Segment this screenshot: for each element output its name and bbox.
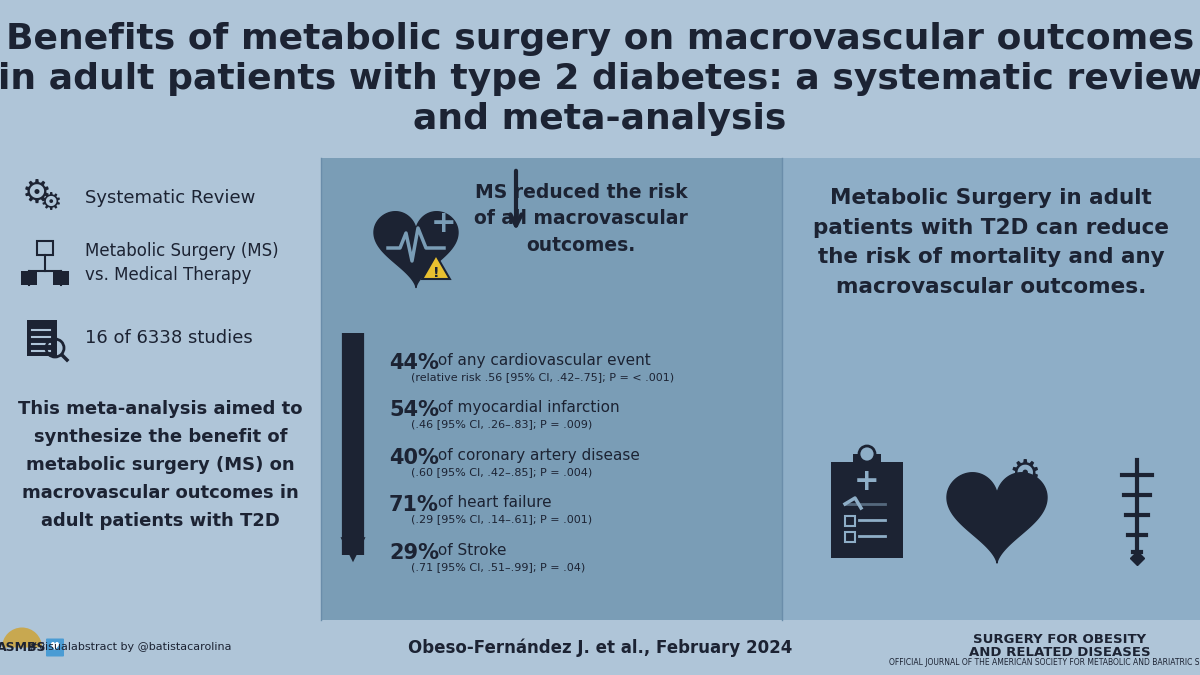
FancyBboxPatch shape bbox=[322, 158, 782, 620]
Text: 40%: 40% bbox=[389, 448, 439, 468]
Text: of coronary artery disease: of coronary artery disease bbox=[433, 448, 640, 463]
Polygon shape bbox=[374, 212, 458, 288]
Text: OFFICIAL JOURNAL OF THE AMERICAN SOCIETY FOR METABOLIC AND BARIATRIC SURGERY: OFFICIAL JOURNAL OF THE AMERICAN SOCIETY… bbox=[889, 658, 1200, 667]
Text: of any cardiovascular event: of any cardiovascular event bbox=[433, 353, 650, 368]
Text: of heart failure: of heart failure bbox=[433, 495, 552, 510]
Wedge shape bbox=[2, 628, 42, 647]
Text: 44%: 44% bbox=[389, 353, 439, 373]
Text: (.29 [95% CI, .14–.61]; P = .001): (.29 [95% CI, .14–.61]; P = .001) bbox=[410, 514, 592, 524]
Text: Benefits of metabolic surgery on macrovascular outcomes: Benefits of metabolic surgery on macrova… bbox=[6, 22, 1194, 56]
FancyBboxPatch shape bbox=[53, 271, 70, 285]
Text: Metabolic Surgery (MS)
vs. Medical Therapy: Metabolic Surgery (MS) vs. Medical Thera… bbox=[85, 242, 278, 284]
FancyBboxPatch shape bbox=[28, 320, 58, 356]
FancyBboxPatch shape bbox=[0, 158, 322, 620]
Text: ♥: ♥ bbox=[50, 643, 60, 653]
Text: Obeso-Fernández J. et al., February 2024: Obeso-Fernández J. et al., February 2024 bbox=[408, 639, 792, 657]
FancyBboxPatch shape bbox=[0, 620, 1200, 675]
Text: +: + bbox=[854, 468, 880, 497]
Text: !: ! bbox=[433, 266, 439, 280]
Text: 71%: 71% bbox=[389, 495, 439, 515]
Circle shape bbox=[859, 446, 875, 462]
FancyBboxPatch shape bbox=[830, 462, 904, 558]
Text: This meta-analysis aimed to
synthesize the benefit of
metabolic surgery (MS) on
: This meta-analysis aimed to synthesize t… bbox=[18, 400, 302, 530]
FancyBboxPatch shape bbox=[782, 158, 1200, 620]
Text: ⚙: ⚙ bbox=[40, 191, 62, 215]
Text: (.60 [95% CI, .42–.85]; P = .004): (.60 [95% CI, .42–.85]; P = .004) bbox=[410, 467, 593, 477]
Text: 29%: 29% bbox=[389, 543, 439, 562]
FancyBboxPatch shape bbox=[853, 454, 881, 466]
Text: (relative risk .56 [95% CI, .42–.75]; P = < .001): (relative risk .56 [95% CI, .42–.75]; P … bbox=[410, 372, 674, 382]
FancyBboxPatch shape bbox=[46, 639, 64, 657]
Text: ⚙: ⚙ bbox=[1009, 457, 1042, 491]
Text: Systematic Review: Systematic Review bbox=[85, 189, 256, 207]
Text: 16 of 6338 studies: 16 of 6338 studies bbox=[85, 329, 253, 347]
FancyBboxPatch shape bbox=[22, 271, 37, 285]
Text: and meta-analysis: and meta-analysis bbox=[413, 102, 787, 136]
Text: 54%: 54% bbox=[389, 400, 439, 421]
Text: in adult patients with type 2 diabetes: a systematic review: in adult patients with type 2 diabetes: … bbox=[0, 62, 1200, 96]
Text: #visualabstract by @batistacarolina: #visualabstract by @batistacarolina bbox=[29, 643, 232, 653]
FancyBboxPatch shape bbox=[37, 241, 53, 255]
Text: AND RELATED DISEASES: AND RELATED DISEASES bbox=[970, 646, 1151, 659]
FancyBboxPatch shape bbox=[0, 0, 1200, 158]
Text: (.46 [95% CI, .26–.83]; P = .009): (.46 [95% CI, .26–.83]; P = .009) bbox=[410, 419, 593, 429]
Text: ⚙: ⚙ bbox=[22, 176, 52, 209]
Text: SURGERY FOR OBESITY: SURGERY FOR OBESITY bbox=[973, 633, 1146, 646]
Text: Metabolic Surgery in adult
patients with T2D can reduce
the risk of mortality an: Metabolic Surgery in adult patients with… bbox=[814, 188, 1169, 297]
Text: MS reduced the risk
of all macrovascular
outcomes.: MS reduced the risk of all macrovascular… bbox=[474, 183, 688, 255]
Polygon shape bbox=[947, 472, 1046, 563]
Text: ASMBS: ASMBS bbox=[0, 641, 47, 654]
Text: +: + bbox=[431, 209, 457, 238]
Text: of Stroke: of Stroke bbox=[433, 543, 506, 558]
Text: of myocardial infarction: of myocardial infarction bbox=[433, 400, 619, 415]
Text: (.71 [95% CI, .51–.99]; P = .04): (.71 [95% CI, .51–.99]; P = .04) bbox=[410, 562, 586, 572]
